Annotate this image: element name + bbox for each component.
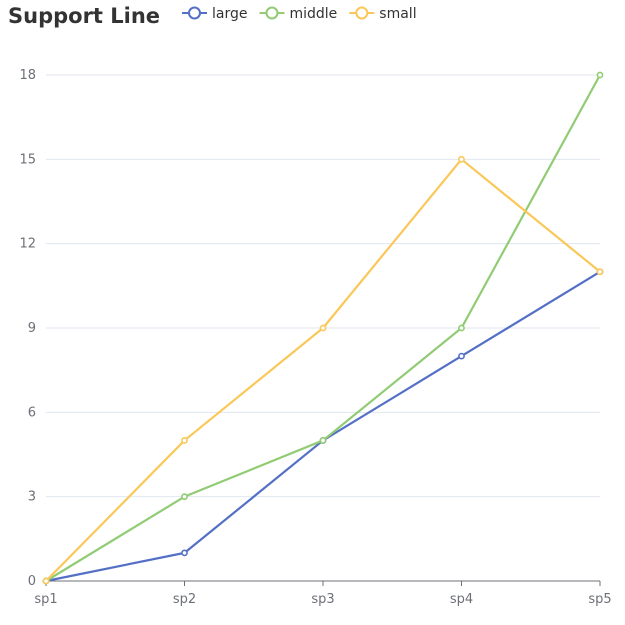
chart-title: Support Line: [8, 4, 160, 28]
series-line: [45, 270, 601, 583]
series-small: [42, 155, 604, 585]
data-point[interactable]: [42, 577, 50, 585]
data-point[interactable]: [458, 155, 465, 163]
x-tick-label: sp2: [173, 592, 196, 607]
series-line: [45, 158, 601, 582]
grid-lines: [46, 74, 600, 498]
y-tick-label: 9: [28, 321, 36, 336]
data-point[interactable]: [596, 71, 604, 79]
legend-marker-icon: [188, 6, 201, 20]
y-tick-label: 0: [28, 574, 36, 589]
data-point[interactable]: [596, 268, 604, 276]
legend-marker-icon: [265, 6, 279, 20]
y-tick-label: 18: [19, 68, 36, 83]
data-point[interactable]: [181, 493, 188, 501]
x-tick-label: sp3: [311, 592, 334, 607]
legend-label: large: [212, 6, 247, 22]
legend-item-middle[interactable]: middle: [259, 6, 337, 22]
legend: large middle small: [182, 6, 417, 22]
legend-item-large[interactable]: large: [182, 6, 247, 22]
legend-label: middle: [289, 6, 337, 22]
legend-label: small: [379, 6, 416, 22]
y-axis: 0 3 6 9 12 15 18: [19, 68, 36, 589]
x-tick-label: sp4: [450, 592, 473, 607]
legend-item-small[interactable]: small: [349, 6, 417, 22]
y-tick-label: 3: [28, 490, 36, 505]
y-tick-label: 6: [28, 405, 36, 420]
data-point[interactable]: [181, 437, 188, 444]
data-point[interactable]: [319, 324, 327, 332]
data-point[interactable]: [458, 352, 465, 360]
series-large: [42, 268, 604, 585]
y-tick-label: 15: [19, 152, 36, 167]
x-tick-label: sp1: [34, 592, 57, 607]
data-point[interactable]: [319, 437, 327, 444]
data-point[interactable]: [458, 324, 465, 332]
series-group: [42, 71, 604, 585]
legend-marker-icon: [355, 6, 369, 20]
y-tick-label: 12: [19, 237, 36, 252]
x-axis: sp1 sp2 sp3 sp4 sp5: [34, 580, 612, 607]
data-point[interactable]: [181, 549, 188, 557]
x-tick-label: sp5: [588, 592, 611, 607]
